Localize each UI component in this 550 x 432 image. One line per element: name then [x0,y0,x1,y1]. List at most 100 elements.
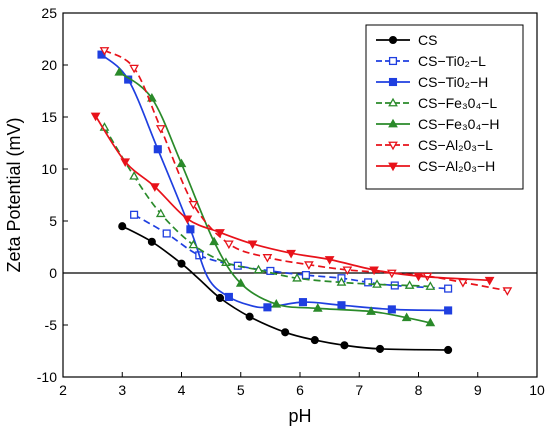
data-point [342,266,353,276]
series-line [103,126,431,288]
data-point [364,278,373,287]
data-point [114,67,125,76]
legend-marker [388,162,398,172]
legend-label: CS−Fe₃0₄−L [418,95,497,111]
x-tick-label: 8 [415,382,423,398]
data-point [425,317,436,327]
y-tick-label: 15 [41,109,57,125]
x-tick-label: 3 [118,382,126,398]
series-3 [99,122,436,290]
legend-label: CS−Ti0₂−L [418,53,486,69]
data-point [444,284,453,293]
x-tick-label: 6 [296,382,304,398]
data-point [186,225,195,234]
y-tick-label: 25 [41,5,57,21]
data-point [120,158,131,167]
legend-frame [365,24,524,190]
data-point [177,259,186,268]
data-point [209,236,219,246]
data-point [129,64,139,74]
data-point [130,210,139,219]
data-point [304,261,314,270]
data-point [215,293,225,303]
data-point [266,266,275,275]
data-point [247,240,258,250]
data-point [155,125,166,134]
data-point [147,237,156,246]
data-point [298,298,308,307]
data-point [292,272,302,282]
series-0 [118,222,453,355]
data-point [99,47,110,56]
data-point [155,208,166,218]
data-point [253,264,264,274]
data-point [404,280,415,289]
data-point [188,200,199,210]
series-layer [90,47,513,355]
y-tick-label: 10 [41,161,57,177]
series-6 [90,112,495,286]
legend-marker [388,35,398,45]
data-point [444,345,453,355]
legend: CS CS−Ti0₂−L CS−Ti0₂−H CS−Fe₃0₄−L CS−Fe₃0₄−H… [365,24,524,190]
data-point [176,158,187,168]
data-point [262,254,273,263]
y-tick-label: 0 [49,265,57,281]
data-point [425,281,436,290]
data-point [235,278,246,287]
data-point [301,271,310,280]
data-point [310,336,319,345]
series-4 [114,67,436,327]
legend-marker [388,56,398,66]
data-point [118,222,127,231]
data-point [233,261,242,270]
data-point [387,305,396,314]
data-point [324,256,335,265]
data-point [375,344,385,353]
data-point [90,112,101,122]
legend-label: CS−Al₂0₃−H [418,158,495,174]
data-point [263,303,272,312]
series-line [118,71,431,324]
legend-marker [388,77,398,87]
legend-label: CS−Ti0₂−H [418,74,488,90]
x-tick-label: 7 [355,382,363,398]
legend-label: CS−Al₂0₃−L [418,137,493,153]
data-point [312,303,323,312]
x-axis-title: pH [288,406,311,426]
data-point [224,240,234,250]
series-line [133,214,449,290]
legend-marker [388,97,398,107]
series-2 [97,50,453,315]
y-tick-label: 5 [49,213,57,229]
x-tick-label: 9 [474,382,482,398]
data-point [271,298,282,308]
data-point [340,341,349,350]
legend-marker [388,118,398,128]
data-point [215,229,225,238]
data-point [153,145,162,154]
data-point [369,266,379,276]
legend-label: CS [418,32,437,48]
data-point [162,229,171,238]
data-point [129,171,139,180]
data-point [444,306,453,315]
data-point [245,312,254,321]
x-tick-label: 4 [178,382,186,398]
data-point [413,272,424,282]
data-point [401,312,412,322]
data-point [188,239,199,249]
data-point [372,279,382,288]
data-point [149,183,160,192]
data-point [366,306,376,315]
data-point [286,249,296,259]
y-tick-label: -5 [45,317,58,333]
y-axis-title: Zeta Potential (mV) [4,117,24,272]
y-axis-ticks: -10 -5 0 5 10 15 20 25 [37,5,68,385]
legend-marker [388,141,398,151]
data-point [502,287,513,296]
x-axis-ticks: 2 3 4 5 6 7 8 9 10 [59,372,545,398]
data-point [484,276,495,286]
data-point [182,215,193,225]
